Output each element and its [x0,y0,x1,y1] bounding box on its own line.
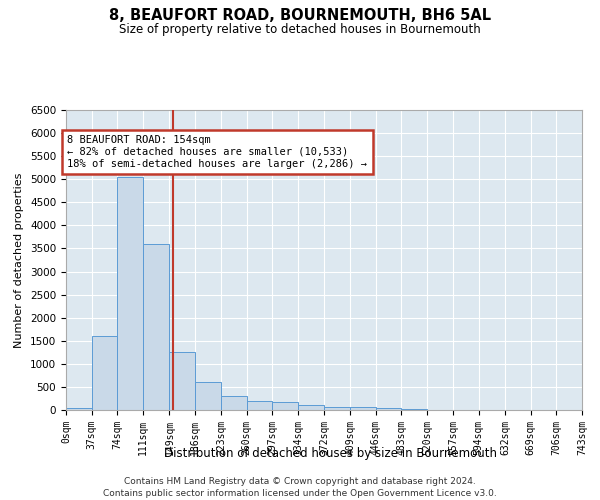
Bar [350,407,376,410]
Text: Contains HM Land Registry data © Crown copyright and database right 2024.: Contains HM Land Registry data © Crown c… [124,478,476,486]
Bar [272,402,298,410]
Bar [325,406,350,410]
Text: Contains public sector information licensed under the Open Government Licence v3: Contains public sector information licen… [103,489,497,498]
Bar [143,244,169,410]
Bar [298,406,325,410]
Bar [92,336,118,410]
Bar [169,352,195,410]
Text: 8, BEAUFORT ROAD, BOURNEMOUTH, BH6 5AL: 8, BEAUFORT ROAD, BOURNEMOUTH, BH6 5AL [109,8,491,22]
Y-axis label: Number of detached properties: Number of detached properties [14,172,25,348]
Text: Size of property relative to detached houses in Bournemouth: Size of property relative to detached ho… [119,22,481,36]
Text: Distribution of detached houses by size in Bournemouth: Distribution of detached houses by size … [163,448,497,460]
Text: 8 BEAUFORT ROAD: 154sqm
← 82% of detached houses are smaller (10,533)
18% of sem: 8 BEAUFORT ROAD: 154sqm ← 82% of detache… [67,136,367,168]
Bar [66,408,92,410]
Bar [221,396,247,410]
Bar [118,177,143,410]
Bar [401,408,427,410]
Bar [247,401,272,410]
Bar [376,408,401,410]
Bar [195,382,221,410]
